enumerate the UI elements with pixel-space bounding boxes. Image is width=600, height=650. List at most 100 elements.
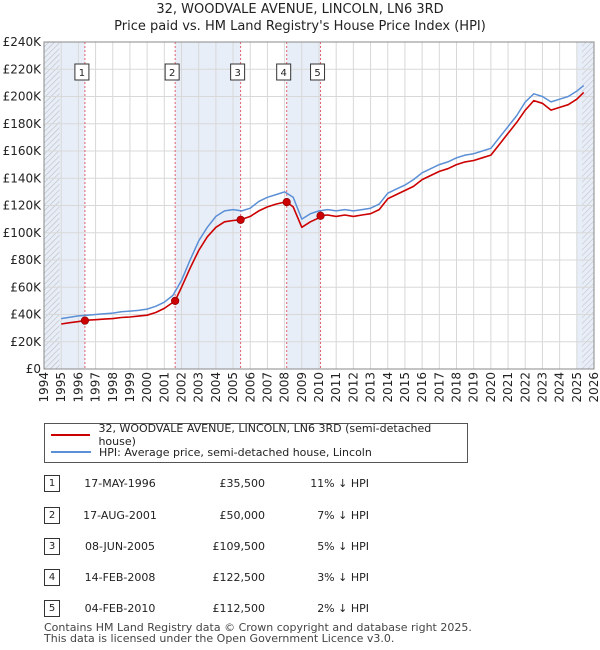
sale-price: £35,500 [219,477,266,490]
x-tick-label: 2025 [570,372,584,403]
sale-point [316,211,325,220]
x-tick-label: 2014 [381,372,395,403]
sale-point [171,296,180,305]
sale-point [236,215,245,224]
sale-marker-label: 3 [234,68,240,79]
x-tick-label: 2023 [535,372,549,403]
sale-price: £50,000 [219,509,266,522]
sale-date: 08-JUN-2005 [84,540,156,553]
x-tick-label: 2006 [243,372,257,403]
y-tick-label: £60K [10,280,42,294]
x-tick-label: 2018 [450,372,464,403]
y-tick-label: £80K [10,253,42,267]
sale-point [80,316,90,325]
y-tick-label: £200K [3,90,43,104]
x-tick-label: 2003 [192,372,206,403]
x-tick-label: 1997 [89,372,103,403]
x-tick-label: 2019 [467,372,481,403]
x-tick-label: 2022 [518,372,532,403]
legend-label-price-paid: 32, WOODVALE AVENUE, LINCOLN, LN6 3RD (s… [98,422,432,448]
x-tick-label: 2009 [295,372,309,403]
sale-price: £109,500 [212,540,266,553]
x-tick-label: 1998 [106,372,120,403]
sale-row: 5 04-FEB-2010 £112,500 2% ↓ HPI [0,600,600,618]
y-tick-label: £240K [3,35,43,49]
sale-number-badge: 4 [44,569,60,586]
sale-marker-label: 5 [314,68,320,79]
sale-number-badge: 2 [44,507,60,524]
y-tick-label: £0 [26,362,41,376]
sale-price: £112,500 [212,602,266,615]
sale-marker-box [276,63,292,81]
x-tick-label: 2020 [484,372,498,403]
sale-row: 2 17-AUG-2001 £50,000 7% ↓ HPI [0,507,600,525]
legend-label-hpi: HPI: Average price, semi-detached house,… [99,445,372,459]
x-tick-label: 2016 [415,372,429,403]
chart-legend: 32, WOODVALE AVENUE, LINCOLN, LN6 3RD (s… [44,422,468,463]
x-tick-label: 2008 [278,372,292,403]
price-paid-series-line [61,91,585,325]
y-tick-label: £20K [10,335,42,349]
x-tick-label: 2021 [501,372,515,403]
y-tick-label: £160K [3,144,43,158]
sale-marker-label: 1 [79,68,85,79]
footer-licence: This data is licensed under the Open Gov… [44,632,395,645]
legend-item-hpi: HPI: Average price, semi-detached house,… [51,444,372,460]
x-tick-label: 2010 [312,372,326,403]
sale-hpi-diff: 3% ↓ HPI [317,571,369,584]
sale-point [282,197,291,207]
sale-marker-label: 4 [281,68,287,79]
sale-hpi-diff: 11% ↓ HPI [310,477,369,490]
chart-subtitle: Price paid vs. HM Land Registry's House … [114,19,486,34]
sale-hpi-diff: 2% ↓ HPI [317,602,369,615]
price-chart: 1 2 3 4 5 £0 £20K £40K £60K £80K £100K £120K £140K £… [3,35,600,403]
sale-hpi-diff: 7% ↓ HPI [317,509,369,522]
sale-marker-box [74,63,90,81]
price-paid-line-swatch [51,434,91,436]
x-tick-label: 1996 [71,372,85,403]
x-tick-label: 2017 [432,372,446,403]
y-tick-label: £100K [3,226,43,240]
x-tick-label: 2012 [346,372,360,403]
sale-marker-box [164,63,180,81]
sale-row: 1 17-MAY-1996 £35,500 11% ↓ HPI [0,475,600,493]
x-tick-label: 2015 [398,372,412,403]
sale-hpi-diff: 5% ↓ HPI [317,540,369,553]
hpi-series-line [61,85,585,320]
x-tick-label: 2026 [587,372,600,403]
sale-marker-label: 2 [169,68,175,79]
y-tick-label: £40K [10,308,42,322]
y-tick-label: £180K [3,117,43,131]
x-tick-label: 2002 [175,372,189,403]
sale-number-badge: 1 [44,475,60,492]
sale-date: 14-FEB-2008 [84,571,156,584]
sale-date: 04-FEB-2010 [84,602,156,615]
x-tick-label: 2005 [226,372,240,403]
sale-date: 17-MAY-1996 [84,477,156,490]
x-tick-label: 2013 [364,372,378,403]
hpi-line-swatch [51,451,91,453]
x-tick-label: 2004 [209,372,223,403]
y-tick-label: £220K [3,62,43,76]
footer-copyright: Contains HM Land Registry data © Crown c… [44,621,472,634]
plot-frame [43,41,595,370]
sale-marker-box [230,63,246,81]
sale-price: £122,500 [212,571,266,584]
y-tick-label: £140K [3,171,43,185]
sale-date: 17-AUG-2001 [83,509,157,522]
sale-row: 3 08-JUN-2005 £109,500 5% ↓ HPI [0,538,600,556]
x-tick-label: 1995 [54,372,68,403]
y-tick-label: £120K [3,199,43,213]
sale-number-badge: 5 [44,600,60,617]
x-tick-label: 1999 [123,372,137,403]
sale-number-badge: 3 [44,538,60,555]
legend-item-price-paid: 32, WOODVALE AVENUE, LINCOLN, LN6 3RD (s… [51,422,467,448]
sale-row: 4 14-FEB-2008 £122,500 3% ↓ HPI [0,569,600,587]
x-tick-label: 2001 [157,372,171,403]
sale-marker-box [310,63,326,81]
x-tick-label: 1994 [37,372,51,403]
x-tick-label: 2011 [329,372,343,403]
x-tick-label: 2000 [140,372,154,403]
x-tick-label: 2007 [260,372,274,403]
x-tick-label: 2024 [553,372,567,403]
